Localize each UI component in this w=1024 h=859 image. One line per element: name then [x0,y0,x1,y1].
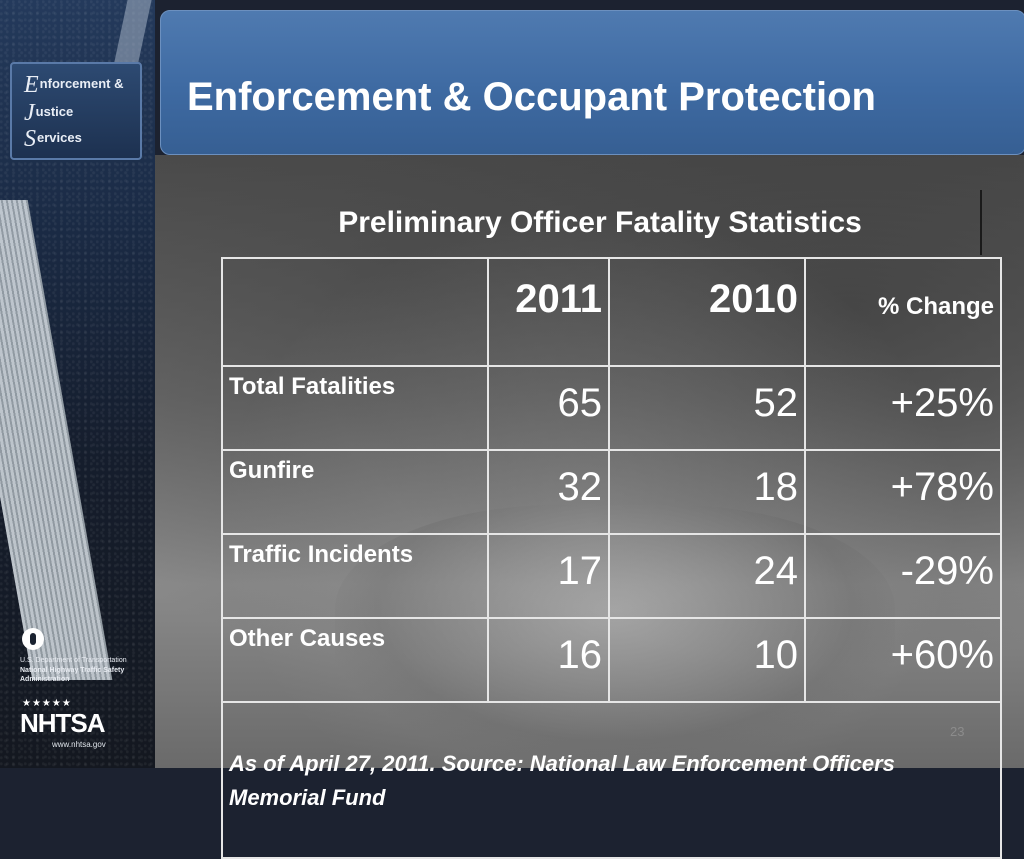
value-2010: 24 [608,533,806,619]
logo-line-enforcement: Enforcement & [24,72,124,98]
dot-text-1: U.S. Department of Transportation [20,657,127,664]
value-2010: 10 [608,617,806,703]
table-note-row: As of April 27, 2011. Source: National L… [221,701,1002,859]
row-label: Traffic Incidents [221,533,489,619]
row-label: Other Causes [221,617,489,703]
value-2011: 17 [487,533,610,619]
value-2011: 65 [487,365,610,451]
value-change: +25% [804,365,1002,451]
nhtsa-url: www.nhtsa.gov [52,740,106,749]
sidebar: Enforcement & Justice Services U.S. Depa… [0,0,155,768]
table-row: Other Causes 16 10 +60% [221,617,1002,703]
dot-text-2: National Highway Traffic Safety [20,667,125,674]
slide-title: Enforcement & Occupant Protection [187,75,876,119]
header-change: % Change [804,257,1002,367]
value-2010: 18 [608,449,806,535]
ejs-logo: Enforcement & Justice Services [10,62,142,160]
value-2011: 32 [487,449,610,535]
source-note: As of April 27, 2011. Source: National L… [221,701,1002,859]
header-2010: 2010 [608,257,806,367]
fatality-table: 2011 2010 % Change Total Fatalities 65 5… [221,257,1002,859]
table-header-row: 2011 2010 % Change [221,257,1002,367]
dot-emblem-icon [22,628,44,650]
logo-line-justice: Justice [24,100,74,126]
row-label: Total Fatalities [221,365,489,451]
divider-line [980,190,982,255]
header-cell-blank [221,257,489,367]
value-change: +60% [804,617,1002,703]
value-change: +78% [804,449,1002,535]
value-2011: 16 [487,617,610,703]
title-bar: Enforcement & Occupant Protection [160,10,1024,155]
header-2011: 2011 [487,257,610,367]
dot-text-3: Administration [20,676,70,683]
table-row: Total Fatalities 65 52 +25% [221,365,1002,451]
nhtsa-logo: NHTSA [20,708,106,738]
nhtsa-stars: ★★★★★ [22,698,72,709]
value-2010: 52 [608,365,806,451]
value-change: -29% [804,533,1002,619]
logo-line-services: Services [24,126,82,152]
table-title: Preliminary Officer Fatality Statistics [338,206,862,239]
table-row: Traffic Incidents 17 24 -29% [221,533,1002,619]
slide-number: 23 [950,724,965,739]
table-row: Gunfire 32 18 +78% [221,449,1002,535]
row-label: Gunfire [221,449,489,535]
